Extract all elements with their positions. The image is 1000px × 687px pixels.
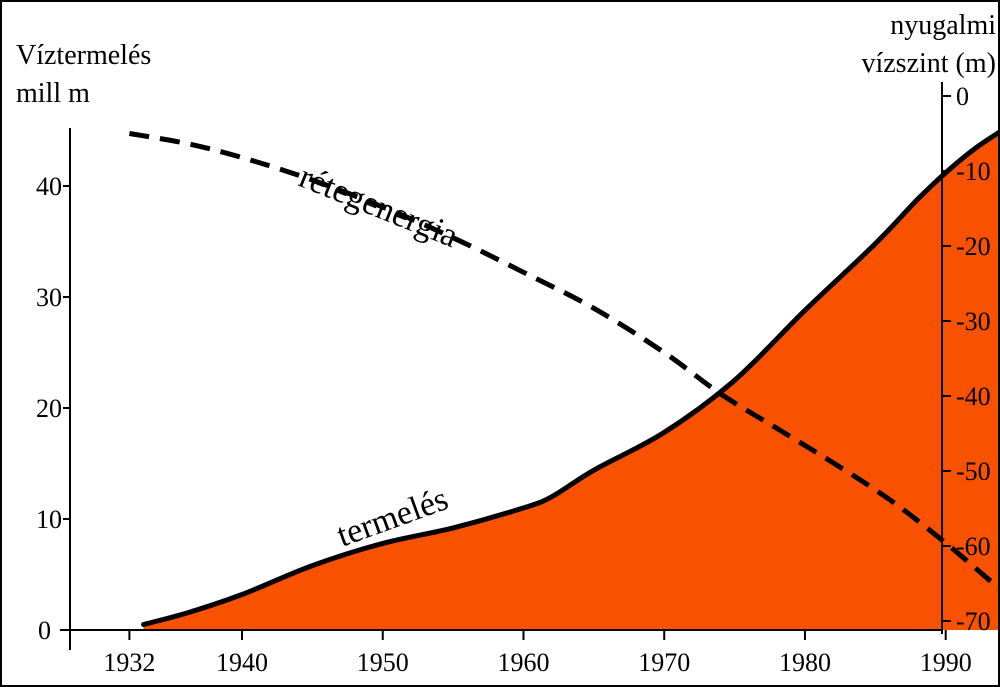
x-tick-label-1940: 1940 [216,648,268,677]
retegenergia-annotation: rétegenergia [294,158,463,255]
right-axis-title-line-2: vízszint (m) [861,48,996,79]
x-tick-label-1980: 1980 [779,648,831,677]
x-tick-label-1932: 1932 [103,648,155,677]
x-tick-label-1960: 1960 [497,648,549,677]
right-tick-label-1: -10 [956,157,991,186]
left-tick-label-20: 20 [36,394,62,423]
left-axis-title-line-1: Víztermelés [16,40,151,71]
right-axis-title-line-1: nyugalmi [890,10,996,41]
right-tick-label-6: -60 [956,532,991,561]
x-tick-label-1990: 1990 [920,648,972,677]
left-tick-label-30: 30 [36,283,62,312]
left-axis-title-line-2: mill m [16,78,90,109]
termeles-area [143,133,998,630]
x-tick-label-1970: 1970 [638,648,690,677]
right-tick-label-3: -30 [956,307,991,336]
left-tick-label-40: 40 [36,172,62,201]
right-tick-label-2: -20 [956,232,991,261]
right-tick-label-0: 0 [956,82,969,111]
left-tick-label-0: 0 [38,616,51,645]
left-tick-label-10: 10 [36,505,62,534]
termeles-line [141,130,998,627]
right-tick-label-7: -70 [956,607,991,636]
x-tick-label-1950: 1950 [357,648,409,677]
right-tick-label-4: -40 [956,382,991,411]
right-tick-label-5: -50 [956,457,991,486]
retegenergia-line [128,131,998,591]
